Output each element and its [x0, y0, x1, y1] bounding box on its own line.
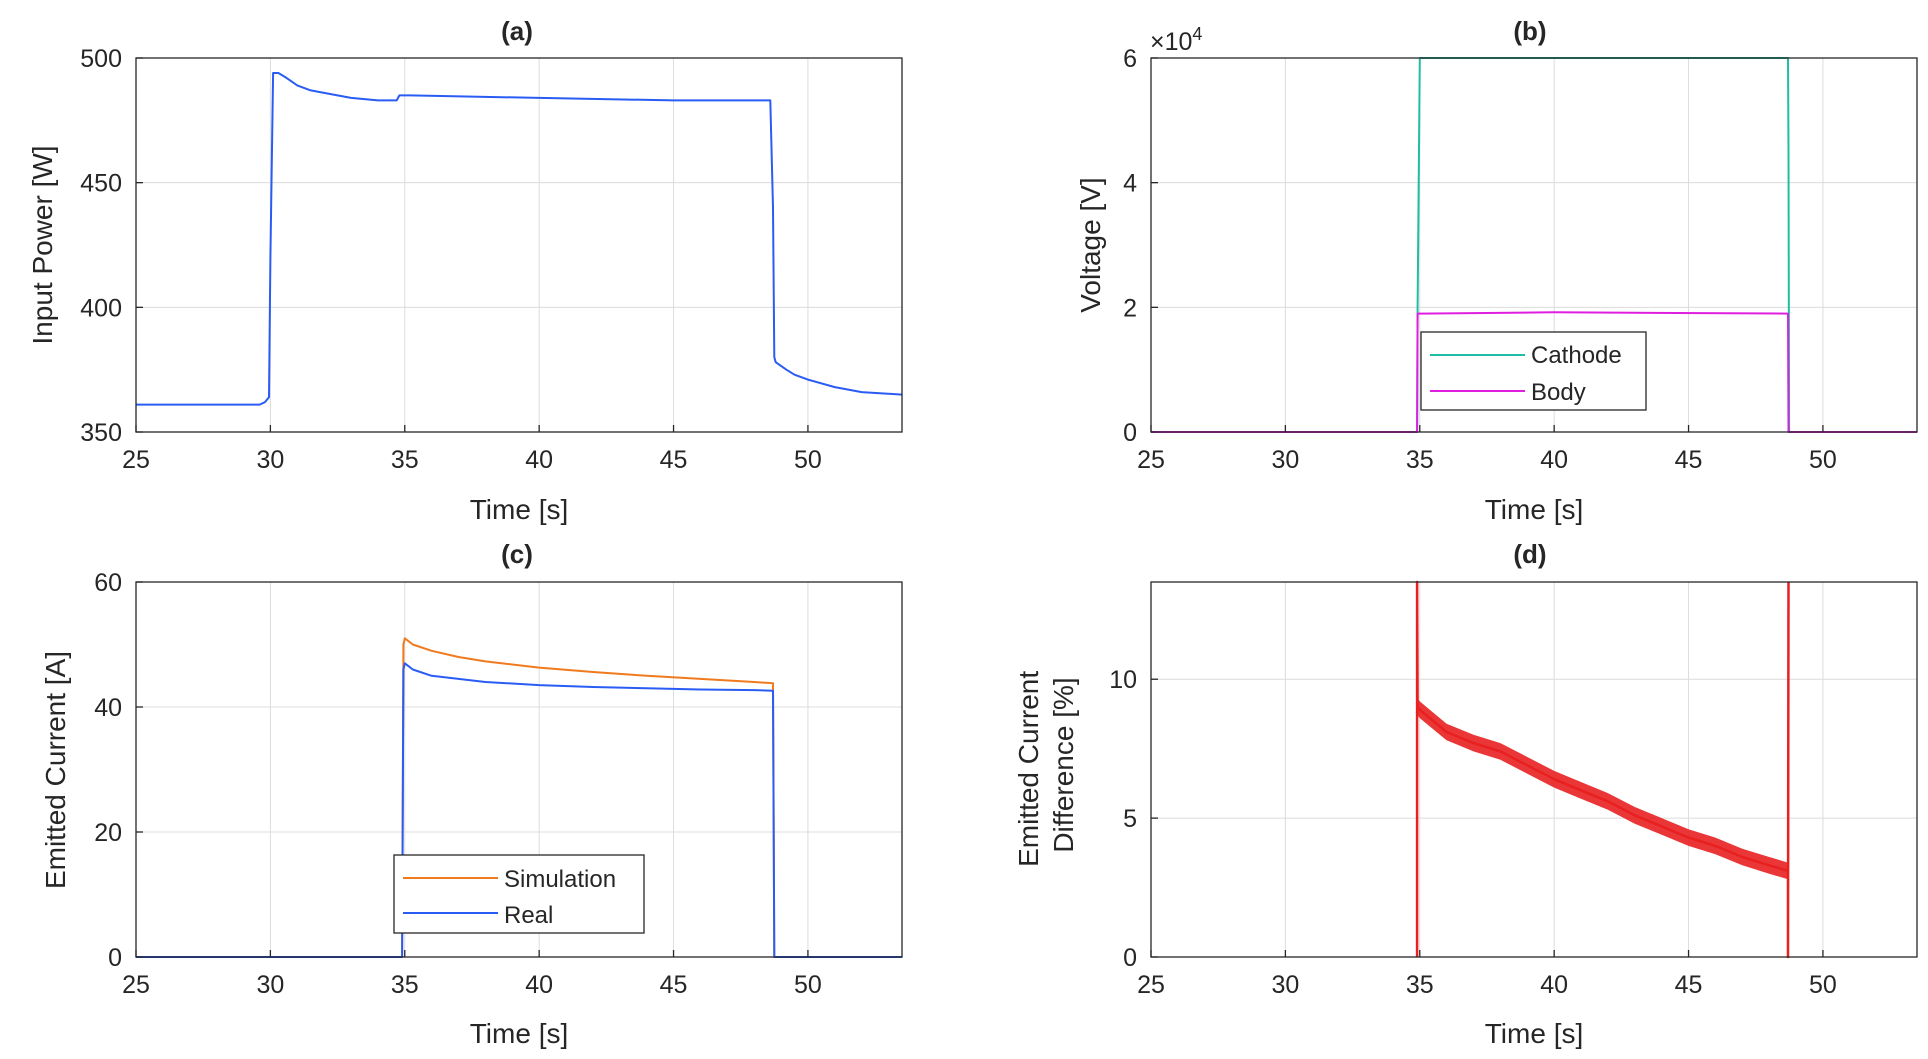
panel-a-ylabel: Input Power [W]: [27, 145, 58, 344]
panel-d-ticks: 25 30 35 40 45 50 0 5 10: [1109, 666, 1837, 999]
panel-b-legend-label-body: Body: [1531, 379, 1586, 406]
panel-a-ticks: 25 30 35 40 45 50 350 400 450 500: [80, 45, 822, 474]
panel-d: (d) 25 30 35 40 45 50 0 5 10 Time [s] Emitted Cu…: [1013, 539, 1918, 1049]
x-tick-label: 25: [1137, 446, 1165, 474]
series-input-power-line: [136, 72, 903, 406]
panel-a: (a) 25 30 35 40 45 50 350 400 450 500 Time [s] In…: [27, 16, 903, 525]
panel-d-title: (d): [1513, 539, 1546, 569]
x-tick-label: 25: [122, 446, 150, 474]
series-difference-band: [1417, 582, 1789, 957]
panel-d-ylabel: Emitted Current Difference [%]: [1013, 663, 1079, 867]
x-tick-label: 45: [660, 971, 688, 999]
series-real-line: [136, 662, 902, 958]
panel-c-legend: Simulation Real: [393, 854, 645, 934]
panel-b-legend-label-cathode: Cathode: [1531, 342, 1622, 369]
y-tick-label: 500: [80, 45, 122, 73]
y-tick-label: 0: [1123, 419, 1137, 447]
x-tick-label: 45: [660, 446, 688, 474]
panel-a-grid: [135, 57, 902, 433]
series-simulation-line: [136, 637, 902, 958]
x-tick-label: 50: [1809, 446, 1837, 474]
x-tick-label: 50: [794, 971, 822, 999]
panel-b-multiplier-base: ×10: [1150, 28, 1192, 56]
y-tick-label: 40: [94, 694, 122, 722]
panel-b-multiplier: ×104: [1150, 24, 1202, 56]
panel-c-ticks: 25 30 35 40 45 50 0 20 40 60: [94, 569, 822, 999]
panel-c-legend-box: [393, 854, 645, 934]
x-tick-label: 30: [1271, 971, 1299, 999]
panel-b-legend: Cathode Body: [1420, 331, 1647, 411]
x-tick-label: 45: [1675, 971, 1703, 999]
panel-a-title: (a): [501, 16, 533, 46]
y-tick-label: 400: [80, 294, 122, 322]
y-tick-label: 2: [1123, 294, 1137, 322]
panel-c-title: (c): [501, 539, 533, 569]
x-tick-label: 30: [256, 971, 284, 999]
y-tick-label: 6: [1123, 45, 1137, 73]
y-tick-label: 4: [1123, 170, 1137, 198]
panel-a-frame: [135, 57, 903, 433]
x-tick-label: 35: [391, 446, 419, 474]
y-tick-label: 450: [80, 170, 122, 198]
panel-c-data: [136, 637, 902, 958]
x-tick-label: 40: [1540, 446, 1568, 474]
y-tick-label: 350: [80, 419, 122, 447]
panel-a-xlabel: Time [s]: [470, 494, 569, 525]
panel-c-legend-label-simulation: Simulation: [504, 866, 616, 893]
panel-b-ticks: 25 30 35 40 45 50 0 2 4 6: [1123, 45, 1837, 474]
panel-b-multiplier-exp: 4: [1192, 24, 1202, 44]
series-difference-line: [1415, 580, 1790, 959]
x-tick-label: 45: [1675, 446, 1703, 474]
x-tick-label: 35: [1406, 446, 1434, 474]
x-tick-label: 35: [391, 971, 419, 999]
panel-c-xlabel: Time [s]: [470, 1018, 569, 1049]
y-tick-label: 60: [94, 569, 122, 597]
panel-c-ylabel: Emitted Current [A]: [40, 651, 71, 889]
panel-c: (c) 25 30 35 40 45 50 0 20 40 60 Time [s] Emitted…: [40, 539, 903, 1049]
x-tick-label: 30: [1271, 446, 1299, 474]
panel-b-frame: [1150, 57, 1918, 433]
y-tick-label: 5: [1123, 805, 1137, 833]
x-tick-label: 50: [794, 446, 822, 474]
y-tick-label: 0: [1123, 944, 1137, 972]
y-tick-label: 20: [94, 819, 122, 847]
x-tick-label: 30: [256, 446, 284, 474]
panel-d-frame: [1150, 581, 1918, 958]
panel-d-data: [1415, 580, 1790, 959]
panel-c-frame: [135, 581, 903, 958]
series-body-line: [1151, 311, 1917, 433]
x-tick-label: 50: [1809, 971, 1837, 999]
y-tick-label: 10: [1109, 666, 1137, 694]
panel-d-ylabel-line-1: Emitted Current: [1013, 671, 1044, 867]
panel-c-legend-label-real: Real: [504, 902, 553, 929]
x-tick-label: 25: [122, 971, 150, 999]
x-tick-label: 40: [525, 446, 553, 474]
panel-b-title: (b): [1513, 16, 1546, 46]
y-tick-label: 0: [108, 944, 122, 972]
panel-b-legend-box: [1420, 331, 1647, 411]
x-tick-label: 40: [1540, 971, 1568, 999]
panel-b-xlabel: Time [s]: [1485, 494, 1584, 525]
x-tick-label: 40: [525, 971, 553, 999]
panel-b-ylabel: Voltage [V]: [1075, 177, 1106, 312]
panel-d-ylabel-line-2: Difference [%]: [1048, 677, 1079, 852]
x-tick-label: 25: [1137, 971, 1165, 999]
panel-d-xlabel: Time [s]: [1485, 1018, 1584, 1049]
panel-a-data: [136, 72, 903, 406]
x-tick-label: 35: [1406, 971, 1434, 999]
